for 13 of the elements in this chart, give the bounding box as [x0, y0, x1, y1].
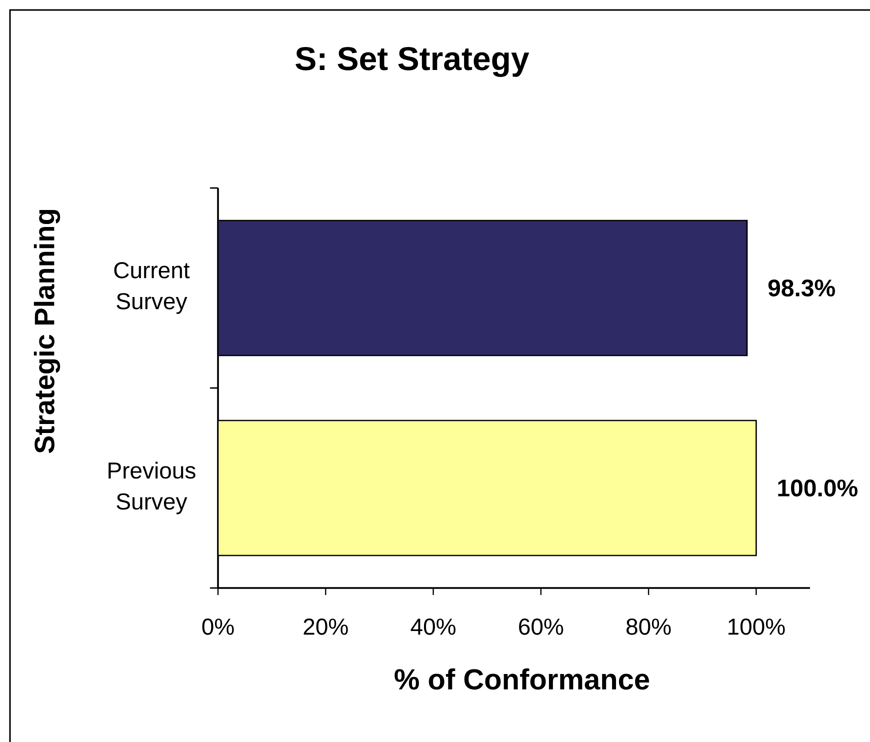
x-tick-label: 100% — [728, 618, 785, 635]
y-tick-label: Previous Survey — [108, 462, 196, 514]
data-label: 100.0% — [778, 480, 858, 496]
x-tick-label: 0% — [202, 618, 234, 635]
chart-title: S: Set Strategy — [296, 46, 530, 78]
y-axis-title: Strategic Planning — [34, 210, 60, 454]
y-tick-label: Current Survey — [114, 262, 190, 314]
x-tick-label: 20% — [304, 618, 348, 635]
x-axis-title: % of Conformance — [394, 668, 650, 690]
x-tick-label: 40% — [410, 618, 456, 635]
x-tick-label: 80% — [626, 618, 671, 635]
x-tick-label: 60% — [519, 618, 564, 635]
data-label: 98.3% — [768, 279, 835, 297]
